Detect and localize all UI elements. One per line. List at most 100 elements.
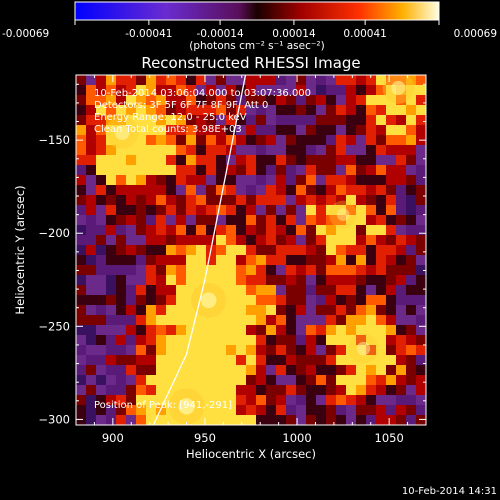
heatmap-cell bbox=[396, 325, 406, 335]
heatmap-cell bbox=[286, 235, 296, 245]
heatmap-cell bbox=[226, 95, 236, 105]
heatmap-cell bbox=[306, 145, 316, 155]
heatmap-cell bbox=[236, 375, 246, 385]
heatmap-cell bbox=[376, 305, 386, 315]
heatmap-cell bbox=[406, 355, 416, 365]
heatmap-cell bbox=[106, 285, 116, 295]
heatmap-cell bbox=[146, 305, 156, 315]
heatmap-cell bbox=[306, 415, 316, 425]
heatmap-cell bbox=[386, 125, 396, 135]
heatmap-cell bbox=[86, 265, 96, 275]
heatmap-cell bbox=[76, 275, 86, 285]
heatmap-cell bbox=[236, 165, 246, 175]
heatmap-cell bbox=[86, 75, 96, 85]
heatmap-cell bbox=[266, 355, 276, 365]
heatmap-cell bbox=[196, 215, 206, 225]
heatmap-cell bbox=[236, 345, 246, 355]
heatmap-cell bbox=[266, 195, 276, 205]
heatmap-cell bbox=[196, 105, 206, 115]
heatmap-cell bbox=[136, 125, 146, 135]
heatmap-cell bbox=[316, 245, 326, 255]
heatmap-cell bbox=[266, 175, 276, 185]
heatmap-cell bbox=[276, 355, 286, 365]
heatmap-cell bbox=[376, 105, 386, 115]
heatmap-cell bbox=[276, 405, 286, 415]
heatmap-cell bbox=[316, 185, 326, 195]
heatmap-cell bbox=[196, 275, 206, 285]
heatmap-cell bbox=[386, 315, 396, 325]
heatmap-cell bbox=[366, 215, 376, 225]
heatmap-cell bbox=[276, 325, 286, 335]
heatmap-cell bbox=[266, 395, 276, 405]
heatmap-cell bbox=[166, 145, 176, 155]
heatmap-cell bbox=[316, 215, 326, 225]
heatmap-cell bbox=[226, 155, 236, 165]
heatmap-cell bbox=[106, 365, 116, 375]
heatmap-cell bbox=[136, 245, 146, 255]
heatmap-cell bbox=[216, 335, 226, 345]
heatmap-cell bbox=[416, 315, 426, 325]
heatmap-cell bbox=[336, 105, 346, 115]
heatmap-cell bbox=[76, 155, 86, 165]
heatmap-cell bbox=[116, 265, 126, 275]
heatmap-sources bbox=[105, 75, 415, 425]
heatmap-cell bbox=[326, 315, 336, 325]
heatmap-cell bbox=[386, 365, 396, 375]
heatmap-cell bbox=[216, 355, 226, 365]
heatmap-cell bbox=[266, 125, 276, 135]
heatmap-cell bbox=[226, 275, 236, 285]
heatmap-cell bbox=[186, 85, 196, 95]
heatmap-cell bbox=[266, 385, 276, 395]
heatmap-cell bbox=[146, 265, 156, 275]
heatmap-cell bbox=[346, 195, 356, 205]
heatmap-cell bbox=[176, 185, 186, 195]
heatmap-cell bbox=[156, 355, 166, 365]
heatmap-cell bbox=[166, 305, 176, 315]
heatmap-cell bbox=[206, 175, 216, 185]
heatmap-cell bbox=[196, 415, 206, 425]
heatmap-cell bbox=[196, 235, 206, 245]
heatmap-cell bbox=[396, 115, 406, 125]
heatmap-cell bbox=[236, 105, 246, 115]
heatmap-cell bbox=[176, 95, 186, 105]
heatmap-cell bbox=[76, 105, 86, 115]
heatmap-cell bbox=[336, 285, 346, 295]
heatmap-cell bbox=[216, 415, 226, 425]
chart-title: Reconstructed RHESSI Image bbox=[141, 54, 360, 72]
heatmap-cell bbox=[276, 235, 286, 245]
heatmap-cell bbox=[136, 75, 146, 85]
heatmap-cell bbox=[146, 125, 156, 135]
heatmap-cell bbox=[276, 315, 286, 325]
bright-source-core bbox=[391, 80, 406, 96]
heatmap-cell bbox=[146, 405, 156, 415]
heatmap-cell bbox=[116, 155, 126, 165]
heatmap-cell bbox=[226, 325, 236, 335]
heatmap-cell bbox=[176, 115, 186, 125]
heatmap-cell bbox=[326, 395, 336, 405]
heatmap-cell bbox=[396, 265, 406, 275]
heatmap-cell bbox=[296, 205, 306, 215]
heatmap-cell bbox=[386, 245, 396, 255]
heatmap-cell bbox=[76, 305, 86, 315]
heatmap-cell bbox=[386, 215, 396, 225]
heatmap-cell bbox=[116, 245, 126, 255]
heatmap-cell bbox=[386, 225, 396, 235]
heatmap-cell bbox=[406, 415, 416, 425]
heatmap-cell bbox=[196, 265, 206, 275]
heatmap-cell bbox=[336, 165, 346, 175]
heatmap-cell bbox=[106, 235, 116, 245]
heatmap-cell bbox=[296, 365, 306, 375]
heatmap-cell bbox=[276, 305, 286, 315]
heatmap-cell bbox=[236, 325, 246, 335]
heatmap-cell bbox=[226, 175, 236, 185]
heatmap-cell bbox=[156, 295, 166, 305]
heatmap-cell bbox=[366, 225, 376, 235]
heatmap-cell bbox=[96, 195, 106, 205]
heatmap-cell bbox=[316, 205, 326, 215]
heatmap-cell bbox=[326, 275, 336, 285]
heatmap-cell bbox=[76, 185, 86, 195]
heatmap-cell bbox=[86, 215, 96, 225]
heatmap-cell bbox=[396, 415, 406, 425]
heatmap-cell bbox=[316, 315, 326, 325]
